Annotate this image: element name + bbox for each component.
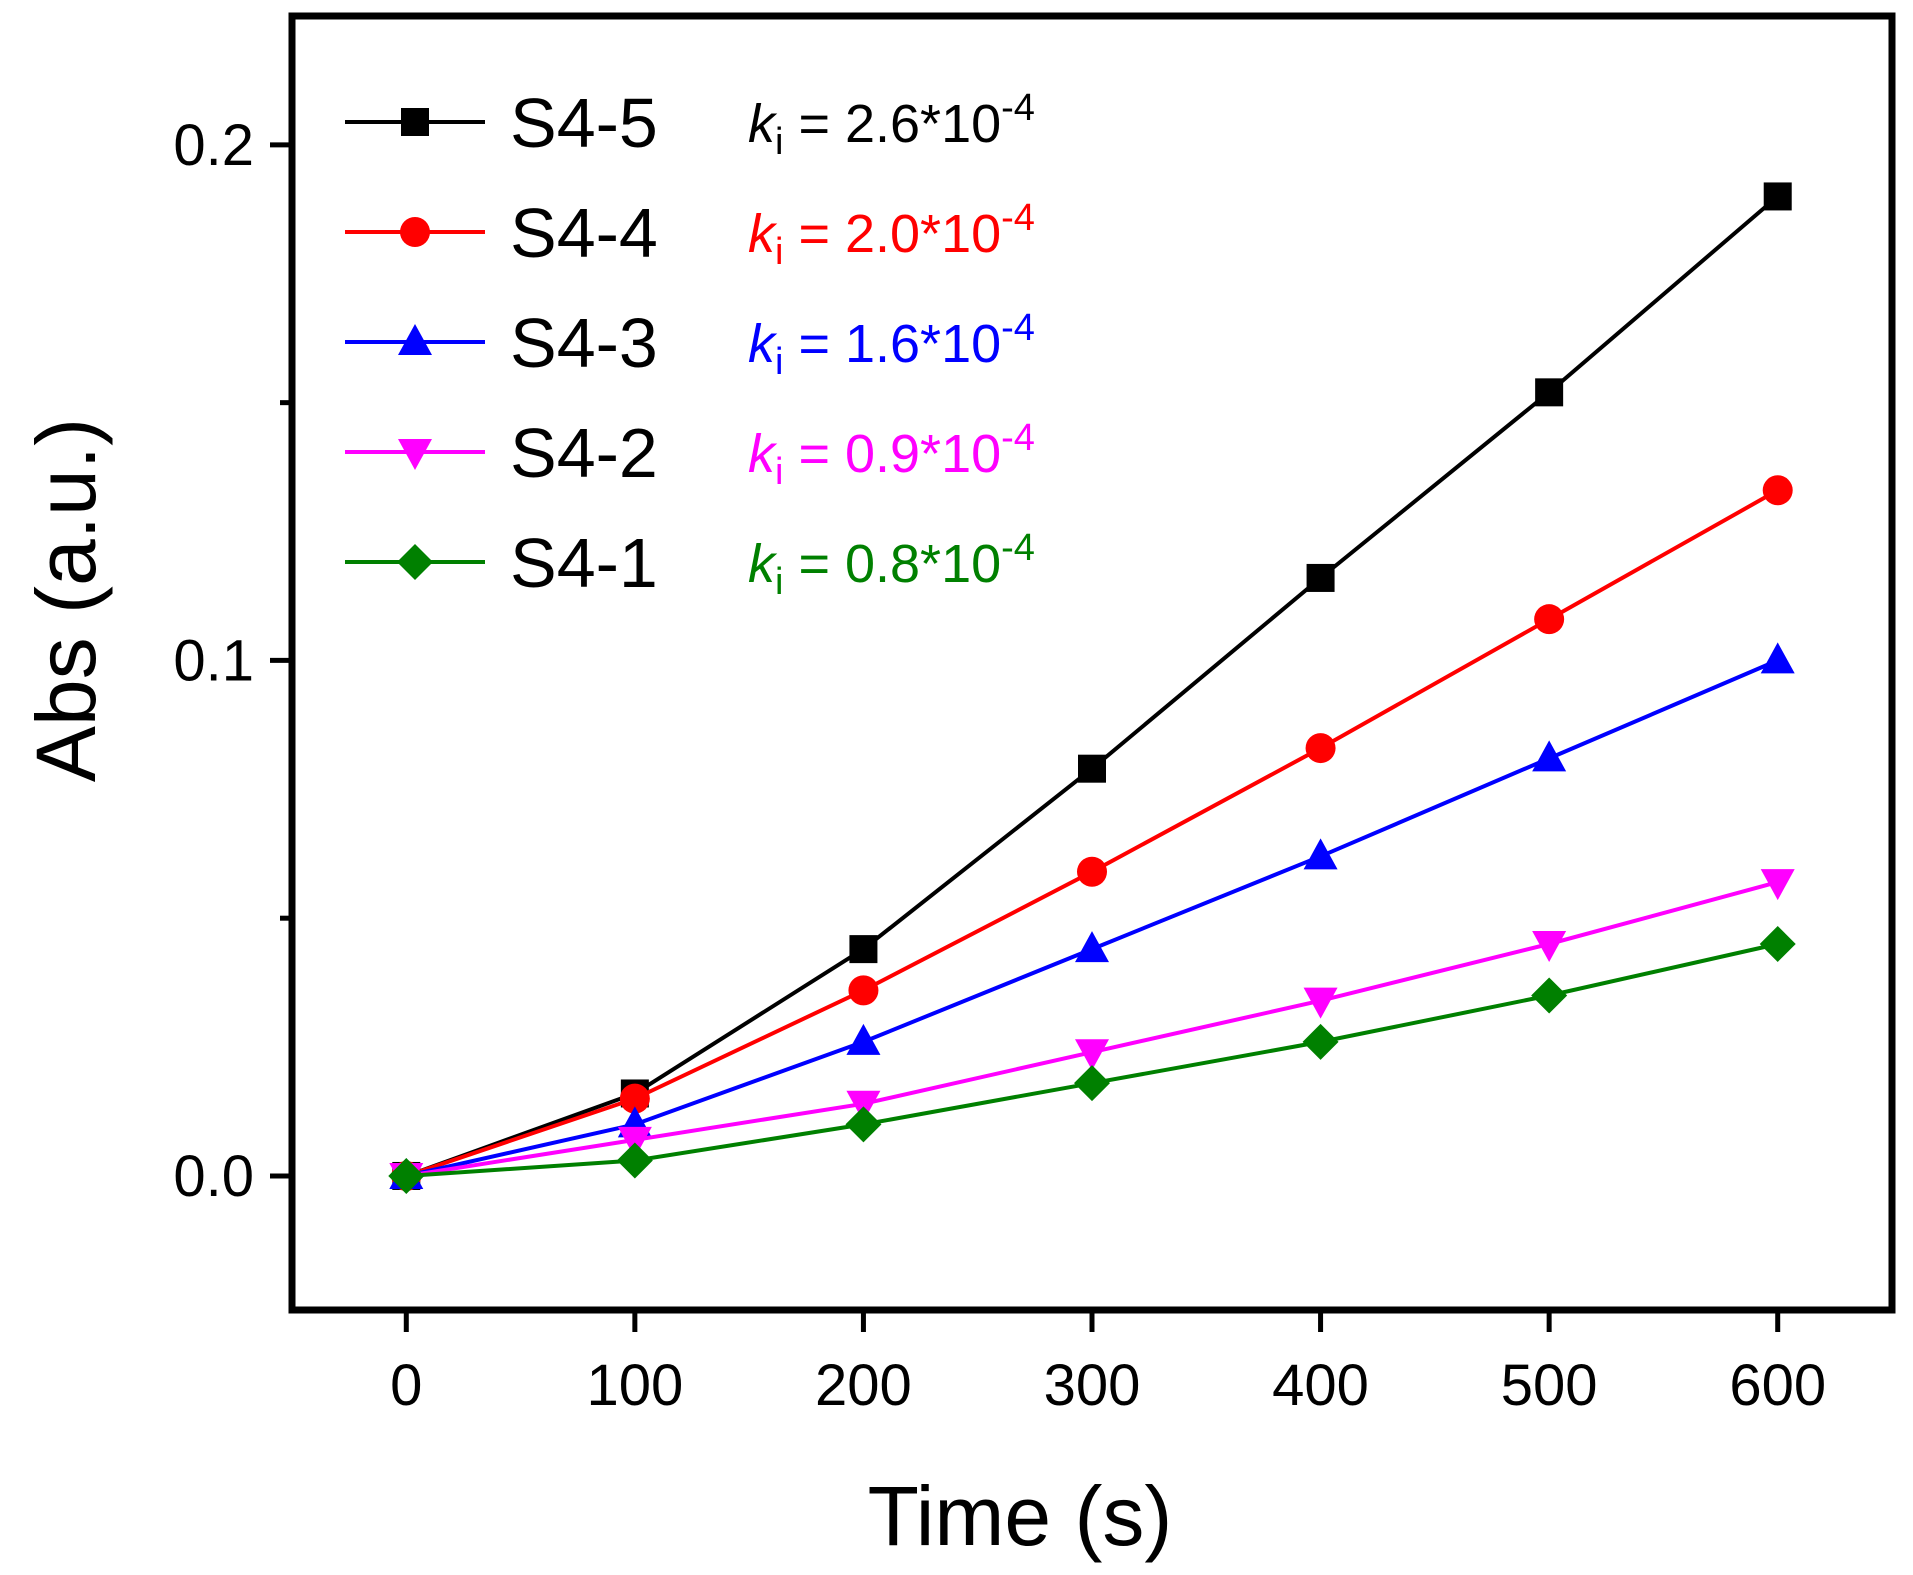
- series-layer: [388, 182, 1796, 1194]
- legend: S4-5 ki = 2.6*10-4 S4-4 ki = 2.0*10-4 S4-3 ki…: [345, 84, 1035, 603]
- data-point: [1078, 754, 1106, 783]
- legend-rate-constant: ki = 1.6*10-4: [748, 307, 1035, 383]
- legend-marker: [398, 324, 432, 355]
- data-point: [1303, 838, 1338, 870]
- data-point: [848, 975, 879, 1006]
- legend-item: S4-1 ki = 0.8*10-4: [345, 524, 1035, 603]
- data-point: [845, 1106, 882, 1143]
- series-line: [405, 880, 1779, 1178]
- x-tick-label: 600: [1729, 1353, 1826, 1418]
- data-point: [619, 1083, 650, 1114]
- data-point: [1531, 977, 1568, 1014]
- legend-rate-constant: ki = 2.6*10-4: [748, 87, 1035, 163]
- data-point: [616, 1142, 653, 1179]
- data-point: [1075, 931, 1109, 963]
- data-point: [1760, 869, 1795, 901]
- legend-rate-constant: ki = 2.0*10-4: [748, 197, 1035, 273]
- data-point: [1763, 182, 1792, 211]
- legend-label: S4-3: [510, 304, 658, 382]
- legend-label: S4-1: [510, 524, 658, 602]
- legend-marker: [397, 544, 433, 580]
- legend-item: S4-2 ki = 0.9*10-4: [345, 414, 1035, 493]
- legend-item: S4-3 ki = 1.6*10-4: [345, 304, 1035, 383]
- data-point: [1759, 925, 1796, 962]
- x-tick-label: 200: [815, 1353, 912, 1418]
- legend-item: S4-4 ki = 2.0*10-4: [345, 194, 1035, 273]
- legend-rate-constant: ki = 0.9*10-4: [748, 417, 1035, 493]
- data-point: [388, 1157, 425, 1194]
- legend-label: S4-5: [510, 84, 658, 162]
- data-point: [1303, 987, 1338, 1019]
- x-tick-label: 400: [1272, 1353, 1369, 1418]
- y-tick-label: 0.1: [173, 628, 254, 693]
- data-point: [1760, 642, 1795, 674]
- data-point: [1302, 1023, 1339, 1060]
- data-point: [617, 1126, 652, 1158]
- y-tick-label: 0.0: [173, 1144, 254, 1209]
- x-tick-label: 0: [390, 1353, 422, 1418]
- x-axis-label: Time (s): [868, 1469, 1173, 1563]
- series-S4-1: [388, 925, 1796, 1194]
- legend-marker: [398, 439, 432, 470]
- data-point: [1074, 1065, 1110, 1102]
- x-tick-label: 300: [1044, 1353, 1141, 1418]
- legend-marker: [400, 217, 430, 247]
- legend-item: S4-5 ki = 2.6*10-4: [345, 84, 1035, 163]
- y-axis-label: Abs (a.u.): [19, 418, 113, 782]
- series-S4-2: [389, 869, 1795, 1194]
- legend-rate-constant: ki = 0.8*10-4: [748, 527, 1035, 603]
- data-point: [846, 1023, 881, 1055]
- data-point: [1532, 740, 1567, 772]
- data-point: [1305, 733, 1336, 764]
- legend-label: S4-2: [510, 414, 658, 492]
- data-point: [849, 935, 878, 964]
- x-tick-label: 500: [1501, 1353, 1598, 1418]
- legend-label: S4-4: [510, 194, 658, 272]
- data-point: [846, 1090, 881, 1122]
- axis-ticks: 0 100 200 300 400 500 600 0.0 0.1 0.2: [173, 113, 1826, 1418]
- data-point: [1532, 930, 1567, 962]
- data-point: [1535, 378, 1564, 407]
- data-point: [1077, 856, 1107, 887]
- legend-marker: [401, 108, 429, 136]
- data-point: [1306, 563, 1335, 592]
- data-point: [1534, 604, 1565, 635]
- y-tick-label: 0.2: [173, 113, 254, 178]
- x-tick-label: 100: [586, 1353, 683, 1418]
- data-point: [1762, 475, 1793, 506]
- data-point: [1075, 1039, 1109, 1071]
